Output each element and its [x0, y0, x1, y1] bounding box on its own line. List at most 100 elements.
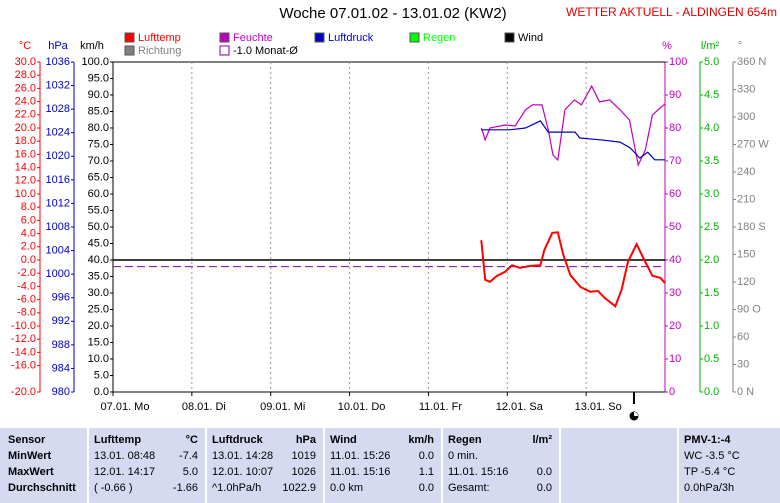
y-tick-label: 85.0	[88, 105, 109, 117]
table-cell: 1022.9	[282, 482, 316, 494]
y-tick-label: 330	[737, 83, 755, 95]
legend-swatch	[219, 45, 230, 56]
legend-label: Luftdruck	[328, 32, 374, 44]
table-cell: 12.01. 14:17	[94, 466, 155, 478]
table-background	[0, 428, 780, 503]
table-cell: 0.0	[419, 450, 434, 462]
y-tick-label: 1020	[46, 150, 70, 162]
y-tick-label: 10.0	[88, 353, 109, 365]
y-tick-label: 180 S	[737, 221, 766, 233]
table-cell: 0.0	[419, 482, 434, 494]
y-tick-label: 1024	[46, 127, 70, 139]
y-tick-label: 1032	[46, 79, 70, 91]
y-tick-label: 30.0	[88, 287, 109, 299]
y-tick-label: 270 W	[737, 138, 769, 150]
y-tick-label: 8.0	[21, 201, 36, 213]
legend-label: Feuchte	[233, 32, 273, 44]
y-tick-label: 40.0	[88, 254, 109, 266]
x-tick-label: 11.01. Fr	[419, 401, 463, 413]
y-tick-label: -14.0	[11, 346, 36, 358]
axis-unit: hPa	[48, 40, 68, 52]
axis-unit: km/h	[80, 40, 104, 52]
legend-label: Richtung	[138, 45, 181, 57]
table-cell: 5.0	[183, 466, 198, 478]
y-tick-label: 1016	[46, 174, 70, 186]
x-tick-label: 10.01. Do	[338, 401, 386, 413]
table-cell: ^1.0hPa/h	[212, 482, 261, 494]
table-header: Luftdruck	[212, 434, 264, 446]
chart-title: Woche 07.01.02 - 13.01.02 (KW2)	[279, 5, 506, 22]
y-tick-label: 0.0	[704, 386, 719, 398]
y-tick-label: 240	[737, 166, 755, 178]
y-tick-label: 60	[669, 188, 681, 200]
legend-label: -1.0 Monat-Ø	[233, 45, 298, 57]
axis-unit: l/m²	[701, 40, 720, 52]
table-cell: 0.0hPa/3h	[684, 482, 734, 494]
y-tick-label: 3.0	[704, 188, 719, 200]
table-cell: -1.66	[173, 482, 198, 494]
y-tick-label: 1012	[46, 197, 70, 209]
legend-label: Lufttemp	[138, 32, 181, 44]
table-cell: 0 min.	[448, 450, 478, 462]
table-cell: 13.01. 14:28	[212, 450, 273, 462]
y-tick-label: 16.0	[15, 148, 36, 160]
y-tick-label: -2.0	[17, 267, 36, 279]
y-tick-label: 2.0	[704, 254, 719, 266]
x-tick-label: 07.01. Mo	[101, 401, 150, 413]
axis-unit: %	[662, 40, 672, 52]
now-icon-detail	[634, 412, 638, 416]
y-tick-label: 95.0	[88, 72, 109, 84]
y-tick-label: 14.0	[15, 162, 36, 174]
y-tick-label: 30	[669, 287, 681, 299]
y-tick-label: -16.0	[11, 360, 36, 372]
series-line	[481, 120, 665, 161]
y-tick-label: 90.0	[88, 89, 109, 101]
table-cell: 12.01. 10:07	[212, 466, 273, 478]
table-cell: 11.01. 15:16	[448, 466, 508, 478]
y-tick-label: 300	[737, 111, 755, 123]
y-tick-label: -10.0	[11, 320, 36, 332]
table-cell: ( -0.66 )	[94, 482, 133, 494]
y-tick-label: 55.0	[88, 204, 109, 216]
table-cell: Gesamt:	[448, 482, 490, 494]
legend-swatch	[504, 32, 515, 43]
y-tick-label: 100.0	[81, 56, 109, 68]
y-tick-label: 980	[52, 386, 70, 398]
y-tick-label: 60.0	[88, 188, 109, 200]
y-tick-label: 12.0	[15, 175, 36, 187]
y-tick-label: 984	[52, 362, 70, 374]
y-tick-label: -12.0	[11, 333, 36, 345]
table-header: Regen	[448, 434, 482, 446]
y-tick-label: 992	[52, 315, 70, 327]
y-tick-label: 25.0	[88, 303, 109, 315]
x-tick-label: 13.01. So	[575, 401, 622, 413]
x-tick-label: 12.01. Sa	[496, 401, 544, 413]
y-tick-label: 65.0	[88, 171, 109, 183]
y-tick-label: 30	[737, 358, 749, 370]
y-tick-label: -20.0	[11, 386, 36, 398]
table-cell: 11.01. 15:26	[330, 450, 390, 462]
y-tick-label: 0.0	[21, 254, 36, 266]
y-tick-label: -4.0	[17, 280, 36, 292]
station-title: WETTER AKTUELL - ALDINGEN 654m	[566, 5, 777, 19]
y-tick-label: 90	[669, 89, 681, 101]
y-tick-label: 4.0	[21, 228, 36, 240]
table-cell: TP -5.4 °C	[684, 466, 735, 478]
y-tick-label: 1036	[46, 56, 70, 68]
y-tick-label: 2.5	[704, 221, 719, 233]
y-tick-label: 10	[669, 353, 681, 365]
y-tick-label: 60	[737, 331, 749, 343]
x-tick-label: 08.01. Di	[182, 401, 226, 413]
legend-swatch	[124, 45, 135, 56]
series-line	[480, 231, 666, 308]
y-tick-label: 0.0	[94, 386, 109, 398]
y-tick-label: 1.5	[704, 287, 719, 299]
y-tick-label: 26.0	[15, 82, 36, 94]
y-tick-label: 24.0	[15, 96, 36, 108]
y-tick-label: 210	[737, 193, 755, 205]
legend-swatch	[124, 32, 135, 43]
y-tick-label: 150	[737, 248, 755, 260]
y-tick-label: 120	[737, 276, 755, 288]
table-header: Lufttemp	[94, 434, 141, 446]
